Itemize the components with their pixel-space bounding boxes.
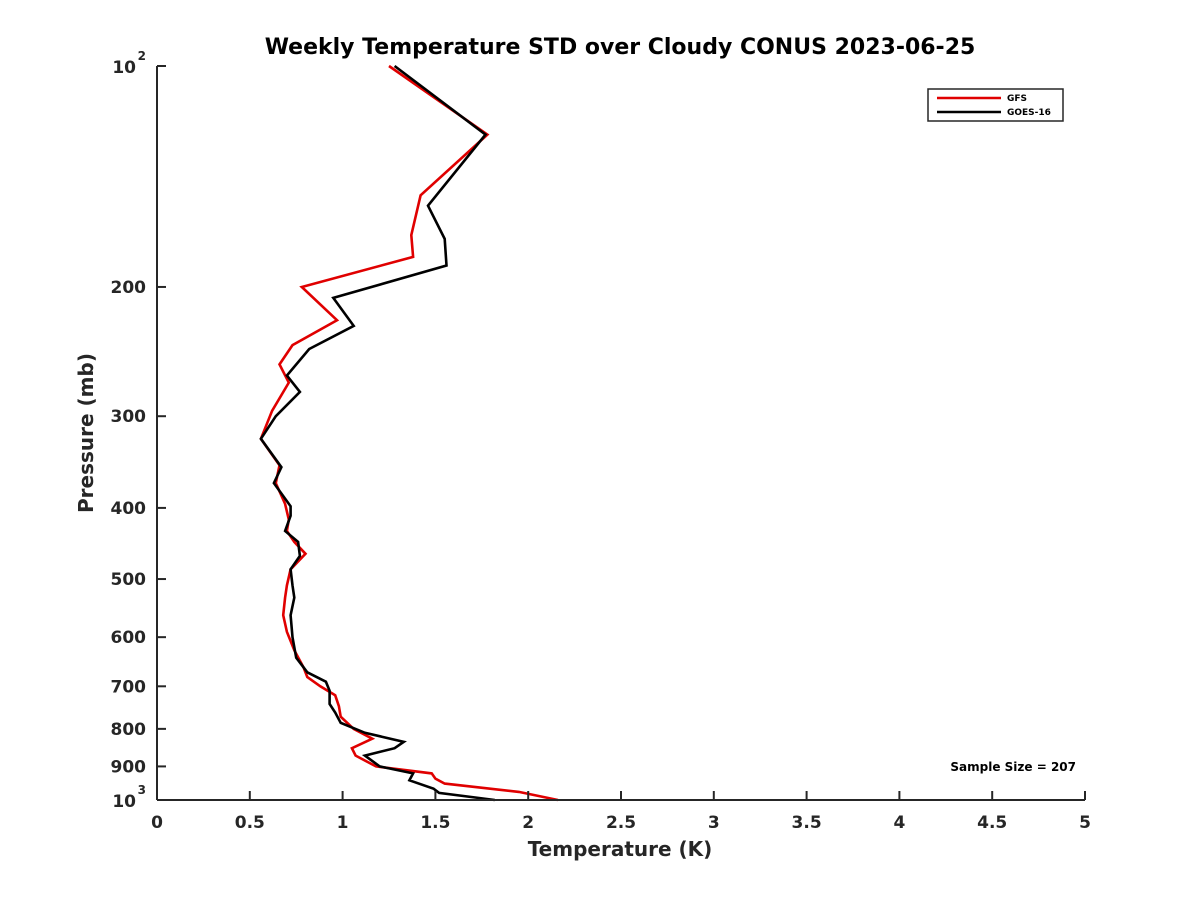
- x-axis-ticks: 0 0.5 1 1.5 2 2.5 3 3.5 4 4.5 5: [151, 791, 1091, 833]
- series-line-gfs: [259, 64, 559, 802]
- legend-label-goes-16: GOES-16: [1007, 108, 1051, 118]
- sample-size-annotation: Sample Size = 207: [950, 760, 1076, 774]
- legend: GFS GOES-16: [927, 88, 1064, 122]
- y-tick-label: 300: [111, 407, 147, 427]
- y-tick-label: 700: [111, 677, 147, 697]
- y-tick-label: 10: [112, 792, 136, 812]
- y-tick-exponent: 2: [138, 49, 146, 63]
- legend-label-gfs: GFS: [1007, 94, 1027, 104]
- x-tick-label: 4.5: [977, 813, 1007, 833]
- y-tick-label: 900: [111, 757, 147, 777]
- y-tick-label: 400: [111, 499, 147, 519]
- x-tick-label: 0: [151, 813, 163, 833]
- x-axis-label: Temperature (K): [528, 837, 713, 861]
- x-tick-label: 3: [708, 813, 720, 833]
- y-tick-label: 600: [111, 628, 147, 648]
- y-tick-label: 200: [111, 278, 147, 298]
- series-line-goes-16: [259, 64, 495, 802]
- x-tick-label: 3.5: [792, 813, 822, 833]
- x-tick-label: 5: [1079, 813, 1091, 833]
- y-tick-exponent: 3: [138, 783, 146, 797]
- y-tick-label: 500: [111, 570, 147, 590]
- y-tick-label: 800: [111, 720, 147, 740]
- y-tick-label: 10: [112, 58, 136, 78]
- legend-box: [927, 88, 1064, 122]
- x-tick-label: 1: [337, 813, 349, 833]
- x-tick-label: 0.5: [235, 813, 265, 833]
- x-tick-label: 4: [893, 813, 905, 833]
- x-tick-label: 2: [522, 813, 534, 833]
- chart-title: Weekly Temperature STD over Cloudy CONUS…: [265, 35, 976, 60]
- x-tick-label: 2.5: [606, 813, 636, 833]
- plot-area: [259, 64, 559, 802]
- x-tick-label: 1.5: [420, 813, 450, 833]
- y-axis-label: Pressure (mb): [74, 353, 98, 513]
